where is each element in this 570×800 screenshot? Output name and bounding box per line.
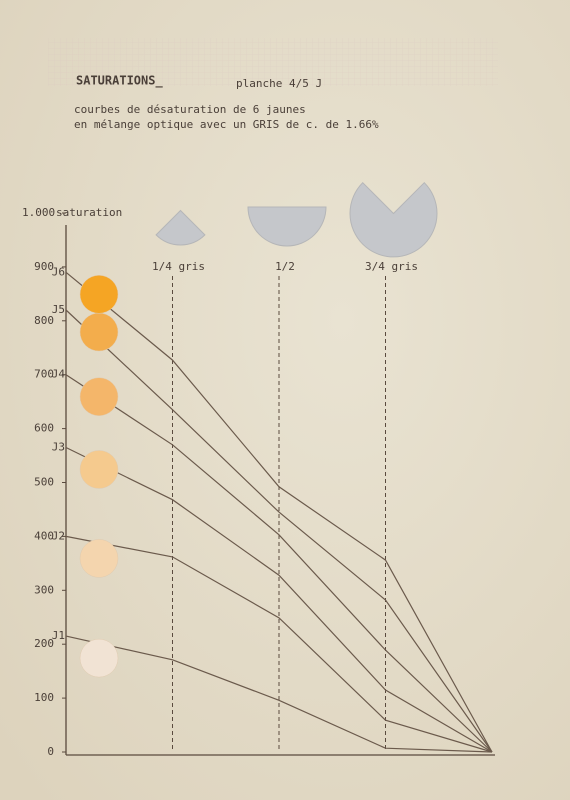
y-tick-label: 900 [34,260,54,273]
y-tick-label: 800 [34,314,54,327]
series-line [65,535,493,753]
y-tick-label: 600 [34,422,54,435]
gray-sector [155,209,206,246]
color-swatch [79,377,119,416]
series-line [65,271,493,753]
y-tick-label: 300 [34,583,54,596]
y-tick-label: 100 [34,691,54,704]
series-label: J3 [52,440,65,453]
y-tick-label: 1.000 [22,206,55,219]
x-tick-label: 1/4 gris [152,260,205,273]
series-line [65,309,493,753]
y-tick-label: 400 [34,529,54,542]
plate-label: planche 4/5 J [236,77,322,90]
subtitle-line: en mélange optique avec un GRIS de c. de… [74,118,379,131]
series-label: J5 [52,303,65,316]
y-axis-title: saturation [56,206,122,219]
color-swatch [79,450,119,489]
y-tick-label: 200 [34,637,54,650]
color-swatch [79,539,119,578]
series-label: J1 [52,629,65,642]
chart-title: SATURATIONS_ [76,74,163,89]
y-tick-label: 700 [34,368,54,381]
series-line [65,446,493,753]
grid-paper [48,38,498,86]
color-swatch [79,638,119,678]
series-label: J6 [52,265,65,278]
series-line [65,635,493,753]
series-label: J2 [52,529,65,542]
gray-sector [349,181,438,258]
gray-sector [247,206,327,247]
y-tick-label: 500 [34,476,54,489]
x-tick-label: 1/2 [275,260,295,273]
series-line [65,374,493,753]
color-swatch [79,275,119,314]
series-label: J4 [52,368,66,381]
y-tick-label: 0 [47,745,54,758]
subtitle-line: courbes de désaturation de 6 jaunes [74,103,306,116]
x-tick-label: 3/4 gris [365,260,418,273]
color-swatch [79,312,119,352]
